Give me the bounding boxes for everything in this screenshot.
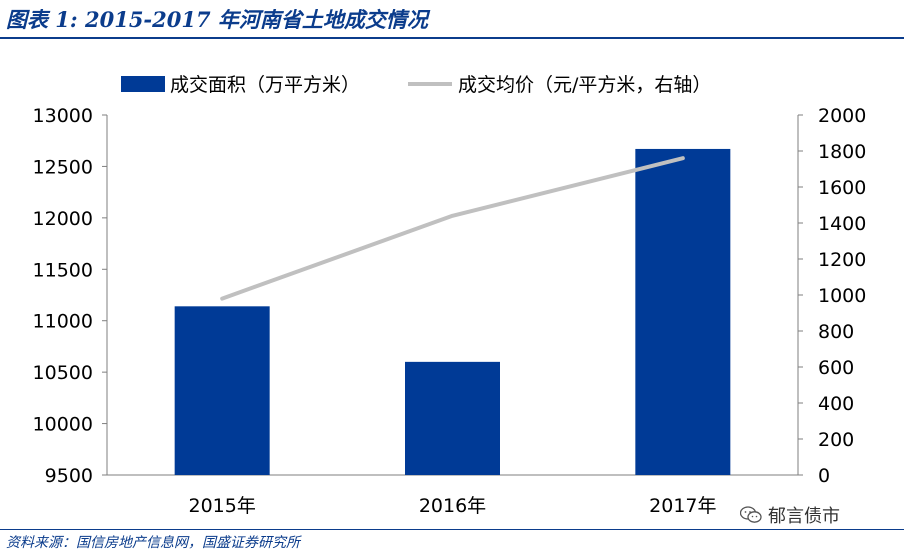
price-line bbox=[220, 156, 685, 301]
legend-label-area: 成交面积（万平方米） bbox=[170, 74, 360, 96]
x-tick-label: 2016年 bbox=[419, 495, 486, 517]
bar bbox=[635, 148, 731, 475]
chart-canvas: 成交面积（万平方米） 成交均价（元/平方米，右轴） 950010000105001… bbox=[33, 74, 867, 517]
legend-swatch-area bbox=[121, 76, 165, 92]
bar-series bbox=[174, 148, 731, 475]
y-tick-label-left: 13000 bbox=[33, 105, 93, 127]
y-tick-label-right: 1600 bbox=[818, 177, 866, 199]
y-tick-label-right: 2000 bbox=[818, 105, 866, 127]
y-tick-label-right: 200 bbox=[818, 429, 854, 451]
y-tick-label-left: 10500 bbox=[33, 362, 93, 384]
y-tick-label-left: 11500 bbox=[33, 259, 93, 281]
title-divider bbox=[0, 37, 904, 39]
y-tick-label-left: 12500 bbox=[33, 156, 93, 178]
y-tick-label-left: 9500 bbox=[45, 465, 93, 487]
source-divider bbox=[0, 529, 904, 530]
x-tick-label: 2017年 bbox=[649, 495, 716, 517]
y-tick-label-left: 11000 bbox=[33, 311, 93, 333]
bar bbox=[405, 361, 500, 475]
y-tick-label-right: 1200 bbox=[818, 249, 866, 271]
y-tick-label-right: 1000 bbox=[818, 285, 866, 307]
wechat-icon bbox=[740, 506, 762, 523]
chart-title: 图表 1: 2015-2017 年河南省土地成交情况 bbox=[6, 7, 428, 32]
x-tick-label: 2015年 bbox=[188, 495, 255, 517]
y-tick-label-left: 10000 bbox=[33, 414, 93, 436]
y-tick-label-right: 400 bbox=[818, 393, 854, 415]
line-series bbox=[220, 156, 685, 301]
source-note: 资料来源：国信房地产信息网，国盛证券研究所 bbox=[6, 535, 300, 551]
legend: 成交面积（万平方米） 成交均价（元/平方米，右轴） bbox=[121, 74, 711, 96]
legend-label-price: 成交均价（元/平方米，右轴） bbox=[458, 74, 711, 96]
y-tick-label-right: 1400 bbox=[818, 213, 866, 235]
watermark-text: 郁言债市 bbox=[768, 506, 840, 527]
y-tick-label-left: 12000 bbox=[33, 208, 93, 230]
y-tick-label-right: 600 bbox=[818, 357, 854, 379]
axes: 9500 10000 10500 11000 11500 12000 12500 13000 0… bbox=[33, 105, 867, 517]
y-tick-label-right: 0 bbox=[818, 465, 830, 487]
watermark: 郁言债市 bbox=[740, 502, 840, 528]
bar bbox=[174, 306, 270, 475]
y-tick-label-right: 1800 bbox=[818, 141, 866, 163]
y-tick-label-right: 800 bbox=[818, 321, 854, 343]
